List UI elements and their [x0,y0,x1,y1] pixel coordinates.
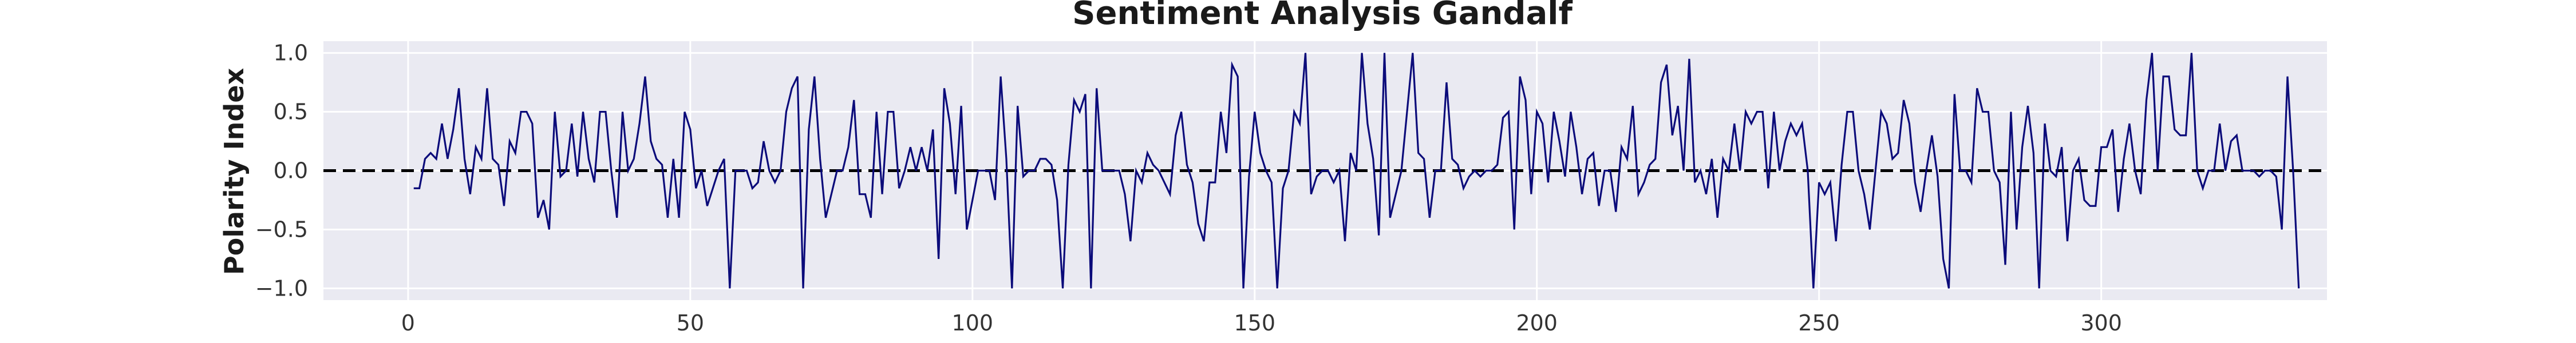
x-tick-label: 100 [952,310,994,336]
x-tick-label: 0 [401,310,415,336]
x-tick-label: 150 [1234,310,1275,336]
x-tick-label: 200 [1516,310,1558,336]
x-axis-ticks: 0 50 100 150 200 250 300 [401,310,2122,336]
x-tick-label: 250 [1798,310,1840,336]
series-layer [413,53,2300,289]
chart-title: Sentiment Analysis Gandalf [1072,0,1573,32]
x-tick-label: 50 [677,310,704,336]
y-tick-label: 0.5 [274,99,308,125]
x-tick-label: 300 [2080,310,2122,336]
y-axis-label: Polarity Index [219,68,250,275]
y-tick-label: 1.0 [274,41,308,66]
y-axis-ticks: −1.0 −0.5 0.0 0.5 1.0 [255,41,308,301]
y-tick-label: 0.0 [274,158,308,184]
series-line [413,53,2300,289]
y-tick-label: −1.0 [255,276,308,301]
y-tick-label: −0.5 [255,217,308,242]
